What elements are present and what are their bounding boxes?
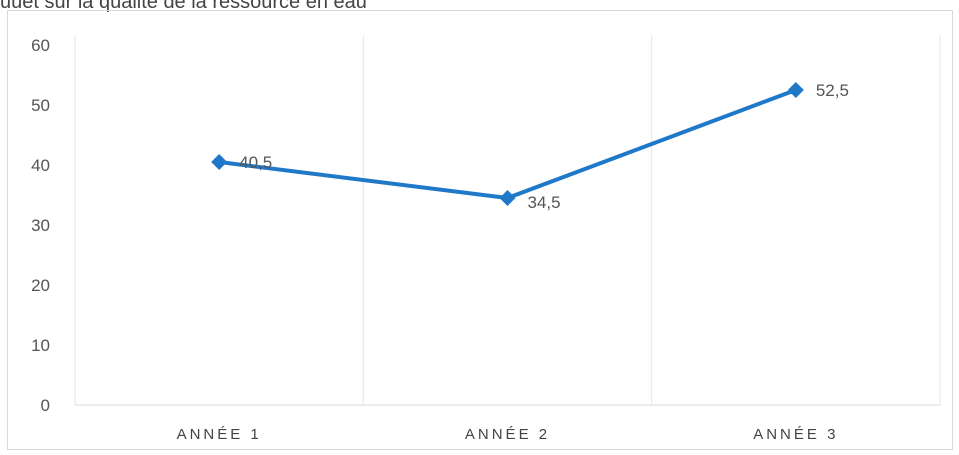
x-axis-categories: ANNÉE 1 ANNÉE 2 ANNÉE 3 <box>177 426 838 443</box>
data-point-marker <box>211 154 228 170</box>
y-tick-label: 20 <box>31 276 50 295</box>
y-tick-label: 10 <box>31 336 50 355</box>
series-markers <box>211 82 804 206</box>
y-tick-label: 0 <box>41 396 50 415</box>
x-category-label: ANNÉE 1 <box>177 426 262 443</box>
y-tick-label: 60 <box>31 36 50 55</box>
y-axis-ticks: 0 10 20 30 40 50 60 <box>31 36 50 415</box>
data-label: 52,5 <box>816 81 849 100</box>
chart-frame <box>7 10 953 450</box>
x-category-label: ANNÉE 2 <box>465 426 550 443</box>
data-point-marker <box>499 190 516 206</box>
x-category-label: ANNÉE 3 <box>753 426 838 443</box>
data-label: 40,5 <box>239 153 272 172</box>
data-point-marker <box>787 82 804 98</box>
data-labels: 40,5 34,5 52,5 <box>239 81 849 212</box>
y-tick-label: 50 <box>31 96 50 115</box>
gridlines <box>74 35 941 406</box>
chart-caption-fragment: uuet sur la qualite de la ressource en e… <box>0 0 367 13</box>
y-tick-label: 30 <box>31 216 50 235</box>
data-label: 34,5 <box>528 193 561 212</box>
series-line <box>217 88 798 200</box>
y-tick-label: 40 <box>31 156 50 175</box>
